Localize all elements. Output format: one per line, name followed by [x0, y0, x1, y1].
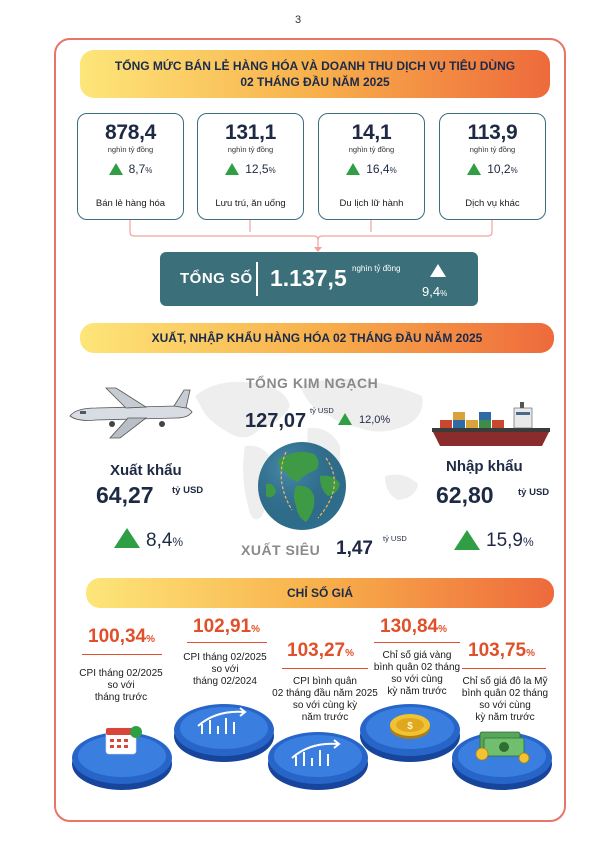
up-arrow-icon: [467, 163, 482, 175]
card-growth: 8,7%: [128, 162, 153, 176]
page-number: 3: [294, 14, 302, 26]
retail-card-other-services: 113,9 nghìn tỷ đồng 10,2% Dịch vụ khác: [439, 113, 546, 220]
card-growth: 16,4%: [366, 162, 397, 176]
surplus-label: XUẤT SIÊU: [241, 542, 321, 558]
export-growth: 8,4%: [146, 530, 184, 551]
total-growth: 9,4%: [422, 284, 448, 299]
card-value: 131,1: [224, 121, 277, 144]
gold-disc: $: [360, 704, 460, 762]
surplus-value: 1,47: [336, 538, 373, 559]
card-label: Lưu trú, ăn uống: [215, 198, 286, 209]
divider-line: [82, 654, 162, 656]
cpi-yoy-desc: CPI tháng 02/2025 so với tháng 02/2024: [183, 652, 267, 687]
card-label: Du lịch lữ hành: [339, 198, 404, 209]
cpi-average-value: 103,27%: [287, 640, 355, 661]
card-growth: 12,5%: [245, 162, 276, 176]
cpi-yoy-disc: [174, 704, 274, 762]
up-arrow-icon: [114, 528, 140, 548]
divider-line: [282, 668, 368, 670]
turnover-value: 127,07: [245, 410, 307, 432]
trade-title-banner: XUẤT, NHẬP KHẨU HÀNG HÓA 02 THÁNG ĐẦU NĂ…: [80, 323, 554, 353]
up-arrow-icon: [225, 163, 240, 175]
retail-total-box: TỔNG SỐ 1.137,5 nghìn tỷ đồng 9,4%: [160, 252, 478, 306]
divider-line: [374, 642, 460, 644]
import-unit: tỷ USD: [518, 487, 550, 498]
total-label: TỔNG SỐ: [180, 270, 253, 287]
retail-card-travel: 14,1 nghìn tỷ đồng 16,4% Du lịch lữ hành: [318, 113, 425, 220]
globe-icon: [258, 442, 346, 530]
card-value: 14,1: [351, 121, 392, 144]
card-label: Dịch vụ khác: [465, 198, 520, 209]
gold-coin-icon: $: [390, 714, 430, 739]
chart-up-icon: [197, 707, 247, 734]
usd-index-desc: Chỉ số giá đô la Mỹ bình quân 02 tháng so …: [461, 676, 549, 723]
up-arrow-icon: [346, 163, 361, 175]
card-unit: nghìn tỷ đồng: [348, 145, 395, 154]
divider-line: [462, 668, 546, 670]
cpi-monthly-value: 100,34%: [88, 626, 156, 647]
retail-title-line2: 02 THÁNG ĐẦU NĂM 2025: [240, 75, 390, 89]
total-unit: nghìn tỷ đồng: [352, 264, 401, 273]
retail-connector-lines: [129, 220, 493, 252]
retail-title-banner: TỔNG MỨC BÁN LẺ HÀNG HÓA VÀ DOANH THU DỊ…: [80, 50, 550, 98]
export-value: 64,27: [96, 482, 154, 508]
card-unit: nghìn tỷ đồng: [227, 145, 274, 154]
chart-up-icon: [291, 739, 341, 766]
card-value: 878,4: [104, 121, 157, 144]
up-arrow-icon: [430, 264, 446, 277]
cpi-monthly-desc: CPI tháng 02/2025 so với tháng trước: [79, 668, 163, 703]
export-unit: tỷ USD: [172, 485, 204, 496]
card-unit: nghìn tỷ đồng: [469, 145, 516, 154]
retail-card-goods: 878,4 nghìn tỷ đồng 8,7% Bán lẻ hàng hóa: [77, 113, 184, 220]
card-growth: 10,2%: [487, 162, 518, 176]
cargo-plane-icon: [69, 387, 193, 439]
cpi-average-disc: [268, 732, 368, 790]
price-index-banner: CHỈ SỐ GIÁ: [86, 578, 554, 608]
total-value: 1.137,5: [270, 265, 347, 291]
up-arrow-icon: [454, 530, 480, 550]
export-label: Xuất khẩu: [110, 462, 182, 479]
turnover-growth: 12,0%: [359, 414, 391, 426]
svg-text:$: $: [407, 721, 413, 732]
calendar-icon: [105, 726, 142, 755]
retail-card-accommodation: 131,1 nghìn tỷ đồng 12,5% Lưu trú, ăn uố…: [197, 113, 304, 220]
cpi-yoy-value: 102,91%: [193, 616, 261, 637]
retail-title-line1: TỔNG MỨC BÁN LẺ HÀNG HÓA VÀ DOANH THU DỊ…: [114, 59, 516, 73]
cargo-ship-icon: [432, 402, 550, 446]
trade-title: XUẤT, NHẬP KHẨU HÀNG HÓA 02 THÁNG ĐẦU NĂ…: [151, 331, 483, 345]
import-label: Nhập khẩu: [446, 458, 523, 475]
cpi-average-desc: CPI bình quân 02 tháng đầu năm 2025 so với…: [272, 676, 378, 723]
surplus-unit: tỷ USD: [383, 534, 407, 543]
up-arrow-icon: [338, 413, 352, 425]
card-label: Bán lẻ hàng hóa: [95, 198, 166, 209]
usd-index-value: 103,75%: [468, 640, 536, 661]
calendar-disc: [72, 726, 172, 790]
divider-line: [187, 642, 267, 644]
up-arrow-icon: [108, 163, 123, 175]
turnover-unit: tỷ USD: [310, 406, 334, 415]
dollar-bills-icon: [475, 731, 530, 764]
page-frame: [54, 38, 566, 822]
usd-disc: [452, 731, 552, 790]
turnover-label: TỔNG KIM NGẠCH: [246, 375, 379, 391]
gold-index-value: 130,84%: [380, 616, 448, 637]
card-value: 113,9: [467, 121, 518, 144]
import-value: 62,80: [436, 482, 494, 508]
gold-index-desc: Chỉ số giá vàng bình quân 02 tháng so với …: [373, 650, 461, 697]
import-growth: 15,9%: [486, 530, 534, 551]
total-divider: [256, 262, 258, 296]
card-unit: nghìn tỷ đồng: [107, 145, 154, 154]
price-index-title: CHỈ SỐ GIÁ: [286, 586, 353, 600]
